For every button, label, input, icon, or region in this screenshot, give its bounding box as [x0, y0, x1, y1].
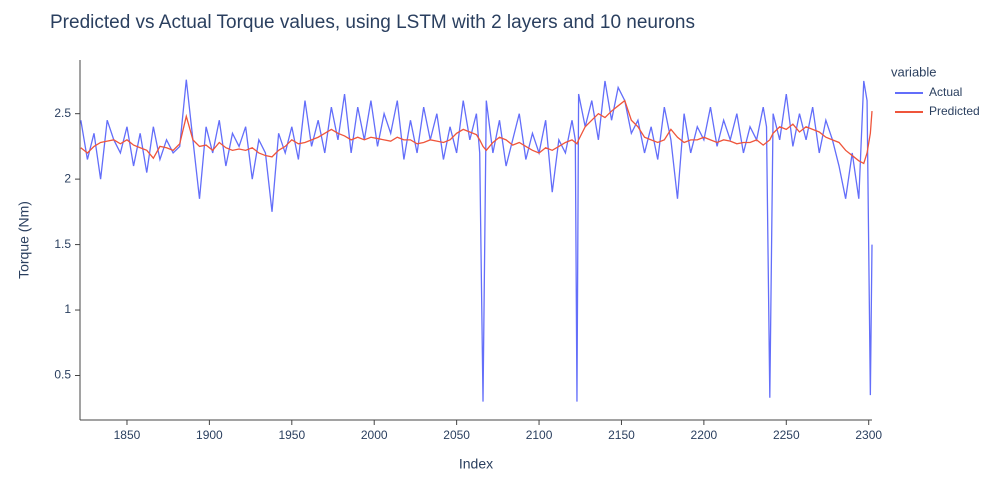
y-tick-label: 2.5 — [54, 106, 71, 120]
x-tick-label: 2050 — [443, 428, 470, 442]
x-axis-title: Index — [459, 456, 493, 472]
series-line — [80, 99, 873, 165]
y-tick-label: 0.5 — [54, 368, 71, 382]
x-tick-label: 2100 — [526, 428, 553, 442]
legend-label: Predicted — [929, 104, 980, 118]
y-tick-label: 1.5 — [54, 237, 71, 251]
y-tick-label: 1 — [64, 302, 71, 316]
x-tick-label: 2200 — [691, 428, 718, 442]
x-tick-label: 1850 — [114, 428, 141, 442]
x-tick-label: 2150 — [608, 428, 635, 442]
series-line — [80, 79, 873, 402]
x-tick-label: 1950 — [278, 428, 305, 442]
legend-title: variable — [891, 64, 937, 79]
y-axis-title: Torque (Nm) — [16, 201, 32, 279]
chart-title: Predicted vs Actual Torque values, using… — [50, 12, 695, 33]
x-tick-label: 2000 — [361, 428, 388, 442]
legend-label: Actual — [929, 85, 962, 99]
x-tick-label: 2300 — [855, 428, 882, 442]
x-tick-label: 2250 — [773, 428, 800, 442]
x-tick-label: 1900 — [196, 428, 223, 442]
y-tick-label: 2 — [64, 171, 71, 185]
